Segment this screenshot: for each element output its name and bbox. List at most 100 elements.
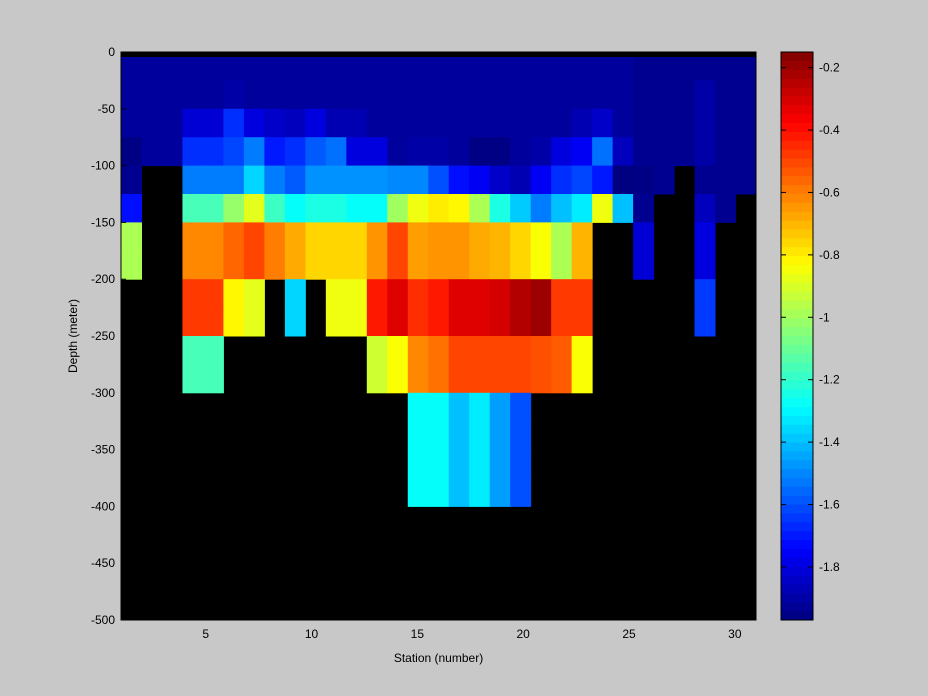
colorbar-swatch (781, 611, 813, 621)
heatmap-cell (264, 108, 286, 138)
heatmap-cell (305, 222, 327, 252)
colorbar-swatch (781, 114, 813, 124)
heatmap-cell (489, 421, 511, 451)
heatmap-cell (243, 137, 265, 167)
heatmap-cell (202, 80, 224, 110)
colorbar-swatch (781, 380, 813, 390)
heatmap-cell (284, 307, 306, 337)
heatmap-cell (674, 108, 696, 138)
heatmap-cell (428, 52, 450, 81)
colorbar-swatch (781, 202, 813, 213)
heatmap-cell (735, 165, 757, 195)
heatmap-cell (489, 478, 511, 507)
heatmap-cell (182, 336, 204, 365)
heatmap-cell (121, 108, 142, 138)
colorbar-swatch (781, 185, 813, 195)
heatmap-cell (530, 194, 552, 223)
heatmap-cell (448, 478, 470, 507)
colorbar-swatch (781, 549, 813, 559)
heatmap-cell (121, 250, 142, 280)
heatmap-cell (530, 336, 552, 365)
colorbar-swatch (781, 149, 813, 159)
heatmap-cell (161, 52, 183, 81)
x-tick-label: 25 (622, 627, 636, 641)
heatmap-cell (223, 279, 245, 309)
heatmap-cell (510, 392, 532, 422)
heatmap-cell (715, 137, 737, 167)
heatmap-cell (469, 336, 491, 365)
heatmap-cell (694, 80, 716, 110)
colorbar-tick-label: -0.6 (819, 185, 840, 199)
heatmap-cell (182, 194, 204, 223)
heatmap-cell (489, 137, 511, 167)
heatmap-cell (612, 52, 634, 81)
heatmap-cell (489, 165, 511, 195)
heatmap-cell (407, 80, 429, 110)
heatmap-cell (633, 250, 655, 280)
colorbar-swatch (781, 540, 813, 550)
colorbar-swatch (781, 78, 813, 88)
colorbar (780, 51, 814, 621)
heatmap-cell (366, 307, 388, 337)
heatmap-cell (346, 194, 368, 223)
heatmap-cell (489, 336, 511, 365)
heatmap-cell (448, 194, 470, 223)
heatmap-cell (407, 222, 429, 252)
heatmap-cell (407, 392, 429, 422)
colorbar-swatch (781, 344, 813, 355)
heatmap-cell (223, 307, 245, 337)
heatmap-cell (182, 52, 204, 81)
heatmap-cell (223, 52, 245, 81)
heatmap-cell (202, 336, 224, 365)
heatmap-cell (284, 137, 306, 167)
heatmap-cell (284, 222, 306, 252)
colorbar-swatch (781, 194, 813, 204)
heatmap-cell (469, 52, 491, 81)
x-axis-label: Station (number) (394, 651, 483, 665)
heatmap-cell (489, 364, 511, 394)
heatmap-cell (612, 108, 634, 138)
heatmap-cell (428, 108, 450, 138)
colorbar-swatch (781, 584, 813, 594)
y-tick-label: -200 (91, 272, 115, 286)
colorbar-swatch (781, 593, 813, 603)
heatmap-cell (161, 137, 183, 167)
heatmap-cell (346, 222, 368, 252)
heatmap-cell (387, 336, 409, 365)
heatmap-cell (551, 108, 573, 138)
heatmap-cell (284, 80, 306, 110)
heatmap-cell (366, 80, 388, 110)
heatmap-cell (592, 108, 614, 138)
heatmap-cell (530, 108, 552, 138)
heatmap-cell (469, 80, 491, 110)
heatmap-cell (366, 194, 388, 223)
heatmap-cell (715, 194, 737, 223)
heatmap-cell (510, 194, 532, 223)
colorbar-swatch (781, 87, 813, 97)
heatmap-cell (202, 364, 224, 394)
heatmap-cell (325, 307, 347, 337)
colorbar-swatch (781, 273, 813, 284)
heatmap-cell (448, 307, 470, 337)
heatmap-cell (387, 279, 409, 309)
heatmap-cell (510, 364, 532, 394)
colorbar-swatch (781, 389, 813, 399)
heatmap-cell (510, 307, 532, 337)
heatmap-cell (448, 449, 470, 479)
heatmap-cell (469, 421, 491, 451)
y-tick-label: -250 (91, 329, 115, 343)
colorbar-swatch (781, 495, 813, 506)
heatmap-cell (407, 364, 429, 394)
colorbar-tick-label: -1.4 (819, 435, 840, 449)
heatmap-cell (264, 222, 286, 252)
colorbar-swatch (781, 415, 813, 426)
colorbar-swatch (781, 557, 813, 568)
heatmap-cell (448, 421, 470, 451)
heatmap-cell (387, 52, 409, 81)
heatmap-cell (592, 194, 614, 223)
heatmap-cell (366, 52, 388, 81)
heatmap-cell (366, 336, 388, 365)
y-tick-label: -300 (91, 386, 115, 400)
heatmap-cell (469, 108, 491, 138)
heatmap-cell (346, 80, 368, 110)
